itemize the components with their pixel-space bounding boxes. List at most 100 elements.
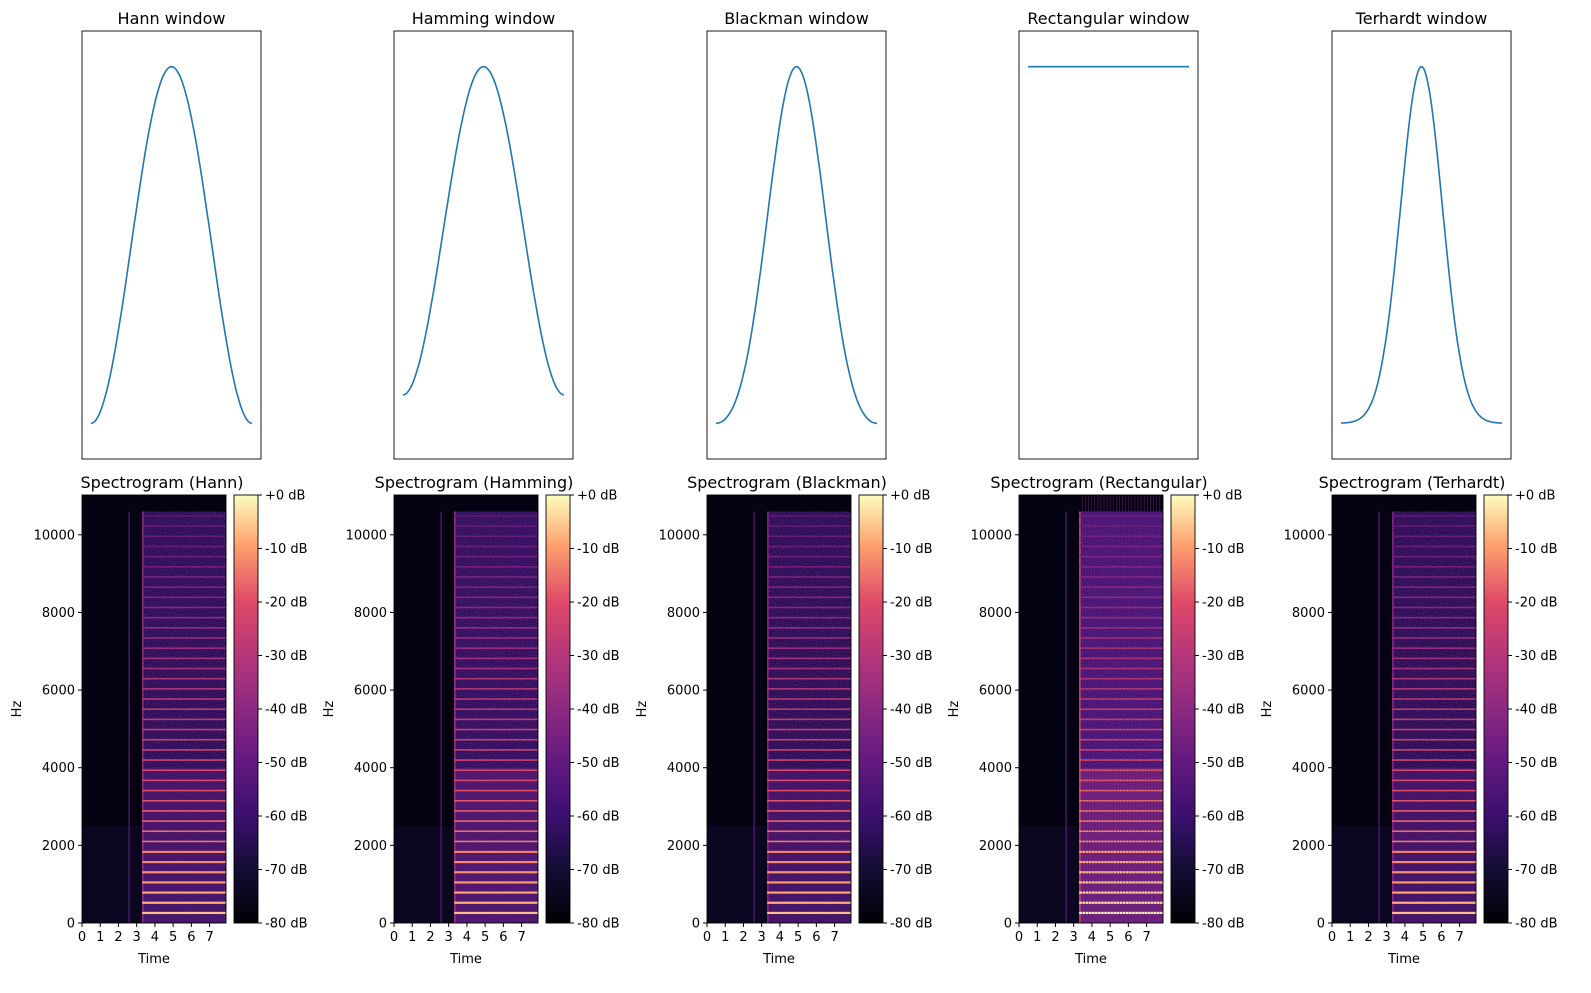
harmonic-line xyxy=(1079,566,1163,568)
pre-onset-noise xyxy=(394,825,455,923)
harmonic-line xyxy=(142,911,226,915)
harmonic-line xyxy=(454,749,538,751)
plot-title: Terhardt window xyxy=(1355,9,1488,28)
colorbar-tick-label: -60 dB xyxy=(265,810,308,825)
low-band-energy xyxy=(1079,767,1163,923)
colorbar-tick-label: -40 dB xyxy=(1202,703,1245,718)
harmonic-line xyxy=(142,596,226,599)
harmonic-line xyxy=(767,688,851,690)
harmonic-line xyxy=(1392,657,1476,660)
harmonic-line xyxy=(454,698,538,700)
colorbar-tick-label: -80 dB xyxy=(1202,917,1245,932)
colorbar xyxy=(233,494,259,924)
leakage-streak xyxy=(1128,495,1130,923)
harmonic-line xyxy=(1079,545,1163,548)
plot-title: Blackman window xyxy=(724,9,869,28)
colorbar-tick-label: -20 dB xyxy=(1202,596,1245,611)
x-tick-label: 2 xyxy=(426,930,434,945)
harmonic-line xyxy=(1079,515,1163,517)
y-tick-label: 10000 xyxy=(659,528,700,543)
y-tick-label: 2000 xyxy=(979,839,1012,854)
colorbar-tick-label: -70 dB xyxy=(577,863,620,878)
harmonic-line xyxy=(1079,850,1163,854)
harmonic-line xyxy=(142,637,226,639)
harmonic-line xyxy=(767,627,851,629)
harmonic-line xyxy=(1392,779,1476,782)
leakage-streak xyxy=(1115,495,1117,923)
click-transient xyxy=(1065,511,1067,923)
harmonic-line xyxy=(1392,749,1476,751)
harmonic-line xyxy=(767,647,851,649)
harmonic-line xyxy=(142,525,226,527)
colorbar-tick-label: -60 dB xyxy=(890,810,933,825)
harmonic-line xyxy=(1079,901,1163,904)
axes-frame xyxy=(393,494,539,924)
colorbar-tick-label: -70 dB xyxy=(890,863,933,878)
x-tick-label: 6 xyxy=(499,930,507,945)
harmonic-line xyxy=(454,688,538,690)
harmonic-line xyxy=(454,586,538,588)
colorbar-tick-label: -30 dB xyxy=(1202,649,1245,664)
plot-title: Spectrogram (Hann) xyxy=(80,473,243,492)
harmonic-line xyxy=(142,688,226,690)
harmonic-line xyxy=(454,728,538,731)
harmonic-line xyxy=(1392,738,1476,741)
harmonic-line xyxy=(1392,677,1476,680)
harmonic-line xyxy=(454,769,538,772)
harmonic-line xyxy=(767,901,851,904)
harmonic-line xyxy=(1392,566,1476,568)
plot-title: Spectrogram (Terhardt) xyxy=(1319,473,1506,492)
harmonic-line xyxy=(142,616,226,619)
harmonic-line xyxy=(454,810,538,812)
colorbar xyxy=(1483,494,1509,924)
x-tick-label: 4 xyxy=(151,930,159,945)
axes-frame xyxy=(1018,494,1164,924)
harmonic-line xyxy=(454,616,538,619)
spectrogram-plot-hann: Spectrogram (Hann)0 1 2 3 4 5 6 7Time0200040006… xyxy=(10,473,308,967)
colorbar-tick-label: -50 dB xyxy=(890,756,933,771)
harmonic-line xyxy=(454,576,538,578)
harmonic-line xyxy=(767,657,851,660)
y-tick-label: 2000 xyxy=(354,839,387,854)
leakage-streak xyxy=(1137,495,1139,923)
leakage-streak xyxy=(1146,495,1148,923)
x-tick-label: 3 xyxy=(1070,930,1078,945)
colorbar-tick-label: -40 dB xyxy=(577,703,620,718)
x-axis-label: Time xyxy=(449,952,482,967)
harmonic-line xyxy=(1079,891,1163,894)
harmonic-line xyxy=(1392,647,1476,649)
colorbar-tick-label: -20 dB xyxy=(265,596,308,611)
harmonic-line xyxy=(1079,596,1163,599)
harmonic-line xyxy=(767,708,851,711)
harmonic-line xyxy=(454,911,538,915)
y-tick-label: 4000 xyxy=(667,761,700,776)
harmonic-line xyxy=(142,759,226,761)
colorbar-tick-label: -40 dB xyxy=(265,703,308,718)
harmonic-line xyxy=(454,596,538,599)
harmonic-line xyxy=(1392,871,1476,874)
leakage-streak xyxy=(1100,495,1102,923)
harmonic-line xyxy=(1079,820,1163,822)
colorbar-tick-label: -80 dB xyxy=(265,917,308,932)
harmonic-line xyxy=(142,545,226,548)
y-tick-label: 8000 xyxy=(979,606,1012,621)
x-tick-label: 5 xyxy=(1106,930,1114,945)
x-tick-label: 7 xyxy=(1142,930,1150,945)
harmonic-line xyxy=(142,515,226,517)
harmonic-line xyxy=(454,627,538,629)
harmonic-line xyxy=(454,718,538,721)
colorbar-tick-label: +0 dB xyxy=(1202,489,1242,504)
harmonic-line xyxy=(454,759,538,761)
harmonic-line xyxy=(1079,637,1163,639)
harmonic-line xyxy=(1079,799,1163,802)
leakage-streak xyxy=(1143,495,1145,923)
harmonic-line xyxy=(142,840,226,843)
window-curve xyxy=(402,65,565,396)
onset-line xyxy=(454,511,456,923)
harmonic-line xyxy=(1079,871,1163,874)
y-tick-label: 6000 xyxy=(979,684,1012,699)
harmonic-line xyxy=(767,728,851,731)
y-tick-label: 10000 xyxy=(971,528,1012,543)
x-tick-label: 6 xyxy=(187,930,195,945)
harmonic-line xyxy=(142,769,226,772)
